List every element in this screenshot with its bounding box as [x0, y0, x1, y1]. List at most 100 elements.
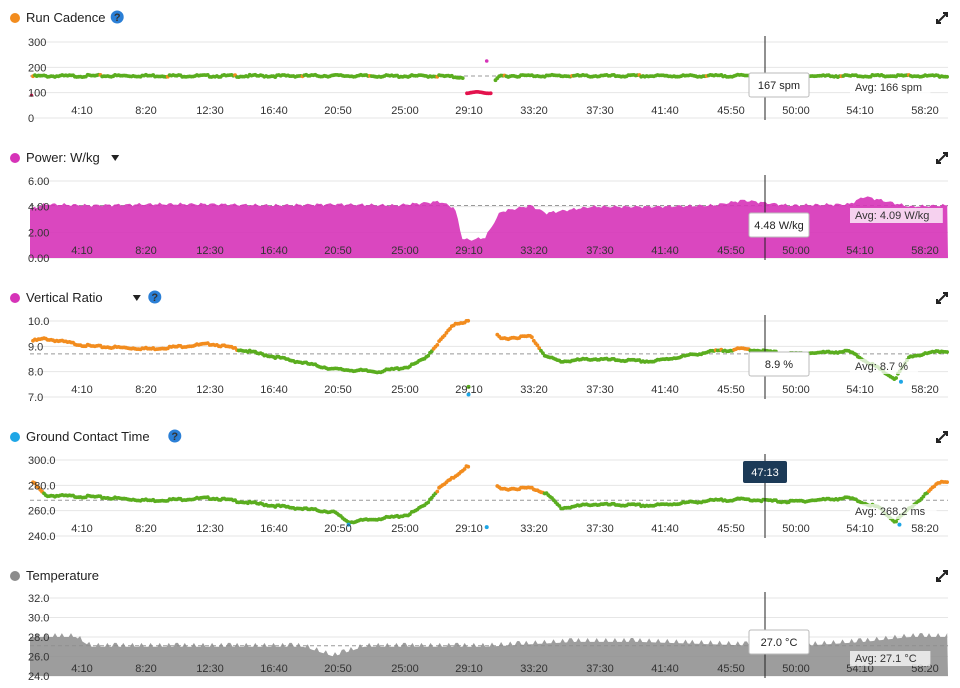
expand-icon[interactable]	[936, 431, 948, 443]
cursor-time-label: 47:13	[743, 461, 787, 483]
x-tick-label: 41:40	[651, 384, 679, 396]
chart-panel-gct: Ground Contact Time ? 240.0 260.0 280.0 300.0…	[10, 429, 949, 543]
x-tick-label: 50:00	[782, 245, 810, 257]
x-tick-label: 33:20	[520, 384, 548, 396]
y-tick-label: 24.0	[28, 671, 49, 683]
data-point	[466, 392, 471, 397]
x-tick-label: 25:00	[391, 663, 419, 675]
data-point	[448, 326, 452, 331]
x-tick-label: 4:10	[71, 663, 92, 675]
x-tick-label: 8:20	[135, 245, 156, 257]
help-icon[interactable]	[148, 290, 162, 304]
legend-dot-icon	[10, 432, 20, 442]
chevron-down-icon[interactable]	[132, 295, 141, 301]
x-tick-label: 25:00	[391, 245, 419, 257]
average-label-bg	[850, 208, 943, 223]
x-tick-label: 41:40	[651, 105, 679, 117]
y-tick-label: 30.0	[28, 613, 49, 625]
x-tick-label: 45:50	[717, 245, 745, 257]
data-point	[484, 59, 489, 63]
data-point	[426, 353, 431, 358]
data-point	[426, 500, 431, 505]
x-tick-label: 4:10	[71, 105, 92, 117]
legend-dot-icon	[10, 293, 20, 303]
chart-title: Run Cadence	[26, 10, 106, 25]
tooltip-text: 167 spm	[758, 80, 800, 92]
value-tooltip: 8.9 %	[748, 351, 810, 377]
x-tick-label: 41:40	[651, 523, 679, 535]
legend-dot-icon	[10, 571, 20, 581]
average-label-bg	[850, 80, 931, 95]
x-tick-label: 58:20	[911, 523, 939, 535]
series-area	[30, 196, 948, 258]
x-tick-label: 16:40	[260, 663, 288, 675]
data-point	[29, 93, 34, 97]
x-tick-label: 41:40	[651, 245, 679, 257]
y-tick-label: 0.00	[28, 253, 49, 265]
legend-dot-icon	[10, 153, 20, 163]
tooltip-text: 8.9 %	[765, 359, 793, 371]
x-tick-label: 20:50	[324, 663, 352, 675]
average-label-bg	[850, 504, 937, 519]
x-tick-label: 33:20	[520, 105, 548, 117]
chart-panel-vratio: Vertical Ratio ? 7.0 8.0 9.0 10.0 4:10 8:20 12:3…	[10, 290, 949, 404]
help-icon-glyph: ?	[171, 431, 178, 443]
average-label: Avg: 27.1 °C	[850, 651, 931, 666]
y-tick-label: 6.00	[28, 176, 49, 188]
x-tick-label: 50:00	[782, 523, 810, 535]
value-tooltip: 27.0 °C	[748, 629, 810, 655]
y-tick-label: 9.0	[28, 341, 43, 353]
x-tick-label: 20:50	[324, 523, 352, 535]
x-tick-label: 4:10	[71, 523, 92, 535]
x-tick-label: 45:50	[717, 523, 745, 535]
data-point	[435, 489, 440, 494]
help-icon-glyph: ?	[151, 292, 158, 304]
tooltip-box	[748, 351, 810, 377]
x-tick-label: 50:00	[782, 663, 810, 675]
x-tick-label: 20:50	[324, 384, 352, 396]
x-tick-label: 16:40	[260, 384, 288, 396]
y-tick-label: 26.0	[28, 652, 49, 664]
expand-icon[interactable]	[936, 570, 948, 582]
x-tick-label: 8:20	[135, 663, 156, 675]
x-tick-label: 58:20	[911, 384, 939, 396]
x-tick-label: 33:20	[520, 523, 548, 535]
x-tick-label: 41:40	[651, 663, 679, 675]
expand-icon[interactable]	[936, 152, 948, 164]
series-points	[29, 59, 949, 97]
x-tick-label: 37:30	[586, 384, 614, 396]
x-tick-label: 25:00	[391, 105, 419, 117]
average-label-bg	[850, 359, 918, 374]
data-point	[894, 519, 898, 524]
help-icon-glyph: ?	[114, 12, 121, 24]
chevron-down-icon[interactable]	[111, 155, 120, 161]
tooltip-box	[748, 212, 810, 238]
x-tick-label: 25:00	[391, 523, 419, 535]
expand-icon[interactable]	[936, 12, 948, 24]
average-label-text: Avg: 8.7 %	[855, 361, 908, 373]
x-tick-label: 12:30	[196, 245, 224, 257]
data-point	[530, 335, 534, 340]
x-tick-label: 25:00	[391, 384, 419, 396]
x-tick-label: 37:30	[586, 105, 614, 117]
x-tick-label: 29:10	[455, 245, 483, 257]
average-label: Avg: 268.2 ms	[850, 504, 937, 519]
expand-icon[interactable]	[936, 292, 948, 304]
data-point	[945, 480, 949, 484]
x-tick-label: 16:40	[260, 105, 288, 117]
y-tick-label: 0	[28, 113, 34, 125]
help-icon[interactable]	[110, 10, 124, 24]
data-point	[945, 350, 949, 354]
x-tick-label: 29:10	[455, 523, 483, 535]
help-icon[interactable]	[168, 429, 182, 443]
tooltip-text: 4.48 W/kg	[754, 220, 804, 232]
y-tick-label: 10.0	[28, 316, 49, 328]
y-tick-label: 240.0	[28, 531, 56, 543]
cursor-time-box	[743, 461, 787, 483]
y-tick-label: 7.0	[28, 392, 43, 404]
x-tick-label: 20:50	[324, 245, 352, 257]
x-tick-label: 12:30	[196, 663, 224, 675]
x-tick-label: 37:30	[586, 523, 614, 535]
y-tick-label: 280.0	[28, 480, 56, 492]
